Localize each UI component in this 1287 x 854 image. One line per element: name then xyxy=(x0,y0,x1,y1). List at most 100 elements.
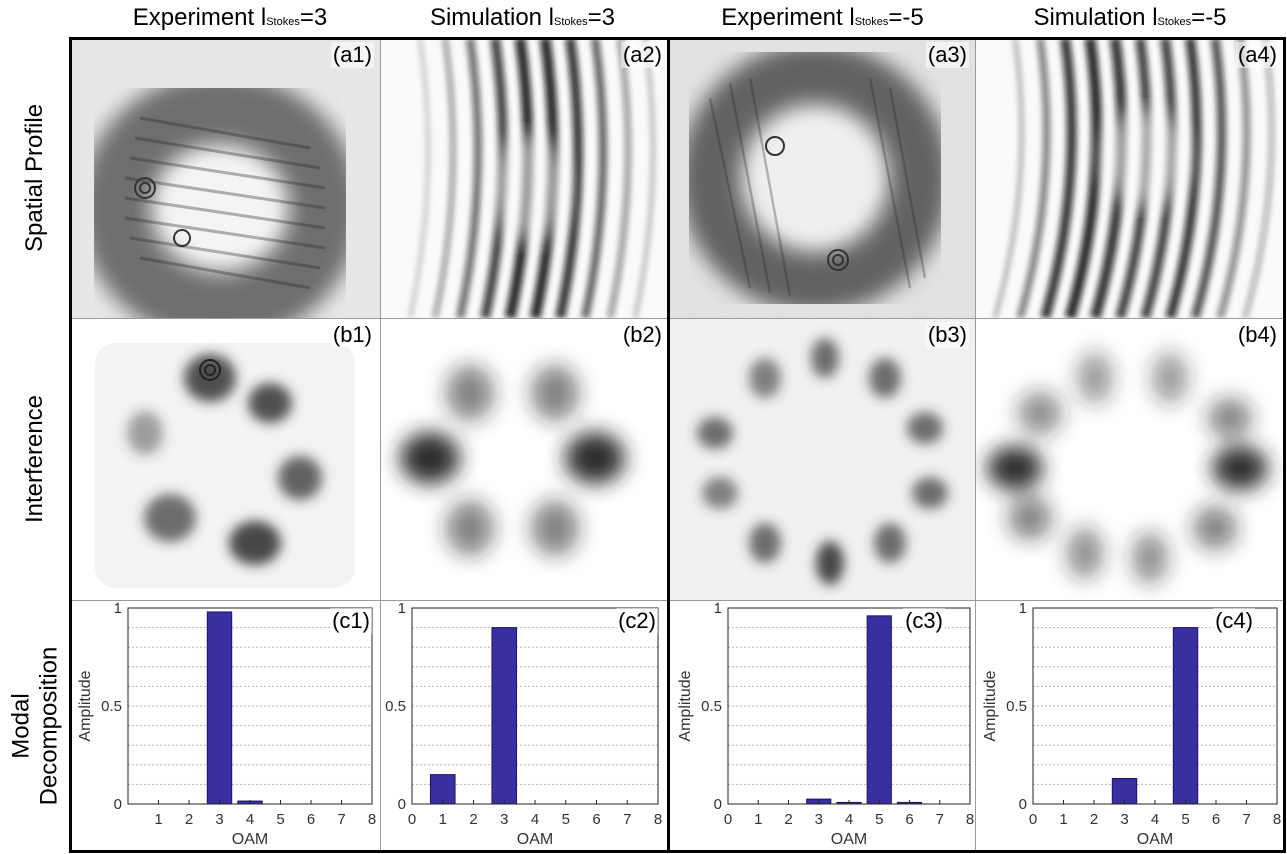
y-tick-label: 1 xyxy=(114,600,122,617)
column-header-4-suffix: =-5 xyxy=(1191,4,1227,31)
y-tick-label: 1 xyxy=(714,600,722,617)
panel-b1: (b1) xyxy=(70,318,380,600)
column-header-2-suffix: =3 xyxy=(587,4,616,31)
x-tick-label: 6 xyxy=(1212,811,1220,828)
x-tick-label: 7 xyxy=(623,811,631,828)
row-header-interference-text: Interference xyxy=(21,394,49,524)
y-axis-label: Amplitude xyxy=(677,670,694,741)
column-header-3-suffix: =-5 xyxy=(888,4,924,31)
panel-c1: 1 2 3 4 5 6 7 8 0 0.5 1 OAM Amplitude (c1) xyxy=(70,600,380,852)
column-header-3: Experiment lStokes=-5 xyxy=(670,2,975,34)
column-header-3-sub: Stokes xyxy=(854,16,889,28)
x-tick-label: 4 xyxy=(1151,811,1159,828)
x-tick-label: 8 xyxy=(966,811,974,828)
panel-b2: (b2) xyxy=(380,318,670,600)
column-header-4-prefix: Simulation l xyxy=(1033,4,1158,31)
y-tick-label: 0.5 xyxy=(385,698,406,715)
panel-label-c1: (c1) xyxy=(330,608,372,634)
y-tick-label: 0 xyxy=(398,796,406,813)
spatial-profile-simulation-image xyxy=(975,38,1285,318)
panel-c2: 0 1 2 3 4 5 6 7 8 0 0.5 1 OAM (c2) xyxy=(380,600,670,852)
y-tick-label: 0.5 xyxy=(1006,698,1027,715)
panel-label-a4: (a4) xyxy=(1235,42,1279,68)
x-tick-label: 6 xyxy=(307,811,315,828)
x-axis-label: OAM xyxy=(831,831,867,848)
x-tick-label: 1 xyxy=(754,811,762,828)
x-tick-label: 3 xyxy=(815,811,823,828)
row-header-spatial-text: Spatial Profile xyxy=(21,103,49,253)
x-tick-label: 8 xyxy=(1273,811,1281,828)
column-header-1-prefix: Experiment l xyxy=(132,4,267,31)
bar-chart-c3: 0 1 2 3 4 5 6 7 8 0 0.5 1 OAM Amplitude xyxy=(677,600,974,848)
x-tick-label: 6 xyxy=(905,811,913,828)
separator-h2 xyxy=(70,600,1285,601)
bar-chart-c4: 0 1 2 3 4 5 6 7 8 0 0.5 1 OAM Amplitude xyxy=(982,600,1281,848)
spatial-profile-simulation-image xyxy=(380,38,670,318)
panel-label-b4: (b4) xyxy=(1235,322,1279,348)
x-axis-label: OAM xyxy=(1137,831,1173,848)
x-tick-label: 5 xyxy=(1181,811,1189,828)
column-header-2-prefix: Simulation l xyxy=(429,4,555,31)
separator-v3 xyxy=(975,38,976,852)
x-axis-label: OAM xyxy=(232,831,268,848)
y-tick-label: 0 xyxy=(714,796,722,813)
x-tick-label: 1 xyxy=(439,811,447,828)
interference-simulation-image xyxy=(380,318,670,600)
panel-a2: (a2) xyxy=(380,38,670,318)
panel-label-c3: (c3) xyxy=(903,608,945,634)
panel-c4: 0 1 2 3 4 5 6 7 8 0 0.5 1 OAM Amplitude (c4) xyxy=(975,600,1285,852)
bar-oam-5 xyxy=(866,615,892,805)
x-tick-label: 1 xyxy=(154,811,162,828)
bar-oam-5 xyxy=(1172,627,1199,805)
x-tick-label: 2 xyxy=(185,811,193,828)
interference-experiment-image xyxy=(670,318,975,600)
x-tick-label: 0 xyxy=(724,811,732,828)
panel-b4: (b4) xyxy=(975,318,1285,600)
panel-label-a2: (a2) xyxy=(620,42,664,68)
column-header-3-prefix: Experiment l xyxy=(721,4,855,31)
x-tick-label: 0 xyxy=(408,811,416,828)
column-header-1-sub: Stokes xyxy=(266,16,300,28)
row-header-modal-line2: Decomposition xyxy=(35,646,62,806)
x-tick-label: 6 xyxy=(592,811,600,828)
panel-a4: (a4) xyxy=(975,38,1285,318)
separator-v1 xyxy=(380,38,381,852)
bar-oam-1 xyxy=(429,774,456,805)
column-header-4-sub: Stokes xyxy=(1157,16,1192,28)
x-tick-label: 0 xyxy=(1029,811,1037,828)
panel-label-c4: (c4) xyxy=(1213,608,1255,634)
x-axis-label: OAM xyxy=(517,831,553,848)
y-axis-label: Amplitude xyxy=(77,670,94,741)
x-tick-label: 8 xyxy=(654,811,662,828)
x-tick-label: 3 xyxy=(500,811,508,828)
column-header-1: Experiment lStokes=3 xyxy=(80,2,380,34)
x-tick-label: 2 xyxy=(784,811,792,828)
x-tick-label: 5 xyxy=(276,811,284,828)
x-tick-label: 1 xyxy=(1059,811,1067,828)
panel-label-b1: (b1) xyxy=(330,322,374,348)
y-tick-label: 1 xyxy=(1019,600,1027,617)
spatial-profile-experiment-image xyxy=(670,38,975,318)
x-tick-label: 5 xyxy=(875,811,883,828)
row-header-modal-line1: Modal xyxy=(7,693,34,759)
bar-oam-3 xyxy=(1111,778,1138,805)
x-tick-label: 7 xyxy=(1242,811,1250,828)
y-tick-label: 1 xyxy=(398,600,406,617)
panel-label-a3: (a3) xyxy=(925,42,969,68)
panel-label-c2: (c2) xyxy=(616,608,658,634)
x-tick-label: 4 xyxy=(845,811,853,828)
x-tick-label: 3 xyxy=(1120,811,1128,828)
column-header-2: Simulation lStokes=3 xyxy=(380,2,665,34)
row-header-modal-text: Modal Decomposition xyxy=(7,647,63,806)
x-tick-label: 7 xyxy=(337,811,345,828)
x-tick-label: 2 xyxy=(469,811,477,828)
panel-label-a1: (a1) xyxy=(330,42,374,68)
bar-oam-3 xyxy=(491,627,518,805)
interference-experiment-image xyxy=(70,318,380,600)
panel-label-b3: (b3) xyxy=(925,322,969,348)
x-tick-label: 7 xyxy=(936,811,944,828)
row-header-interference: Interference xyxy=(0,318,70,600)
row-header-spatial: Spatial Profile xyxy=(0,38,70,318)
spatial-profile-experiment-image xyxy=(70,38,380,318)
column-header-4: Simulation lStokes=-5 xyxy=(975,2,1285,34)
